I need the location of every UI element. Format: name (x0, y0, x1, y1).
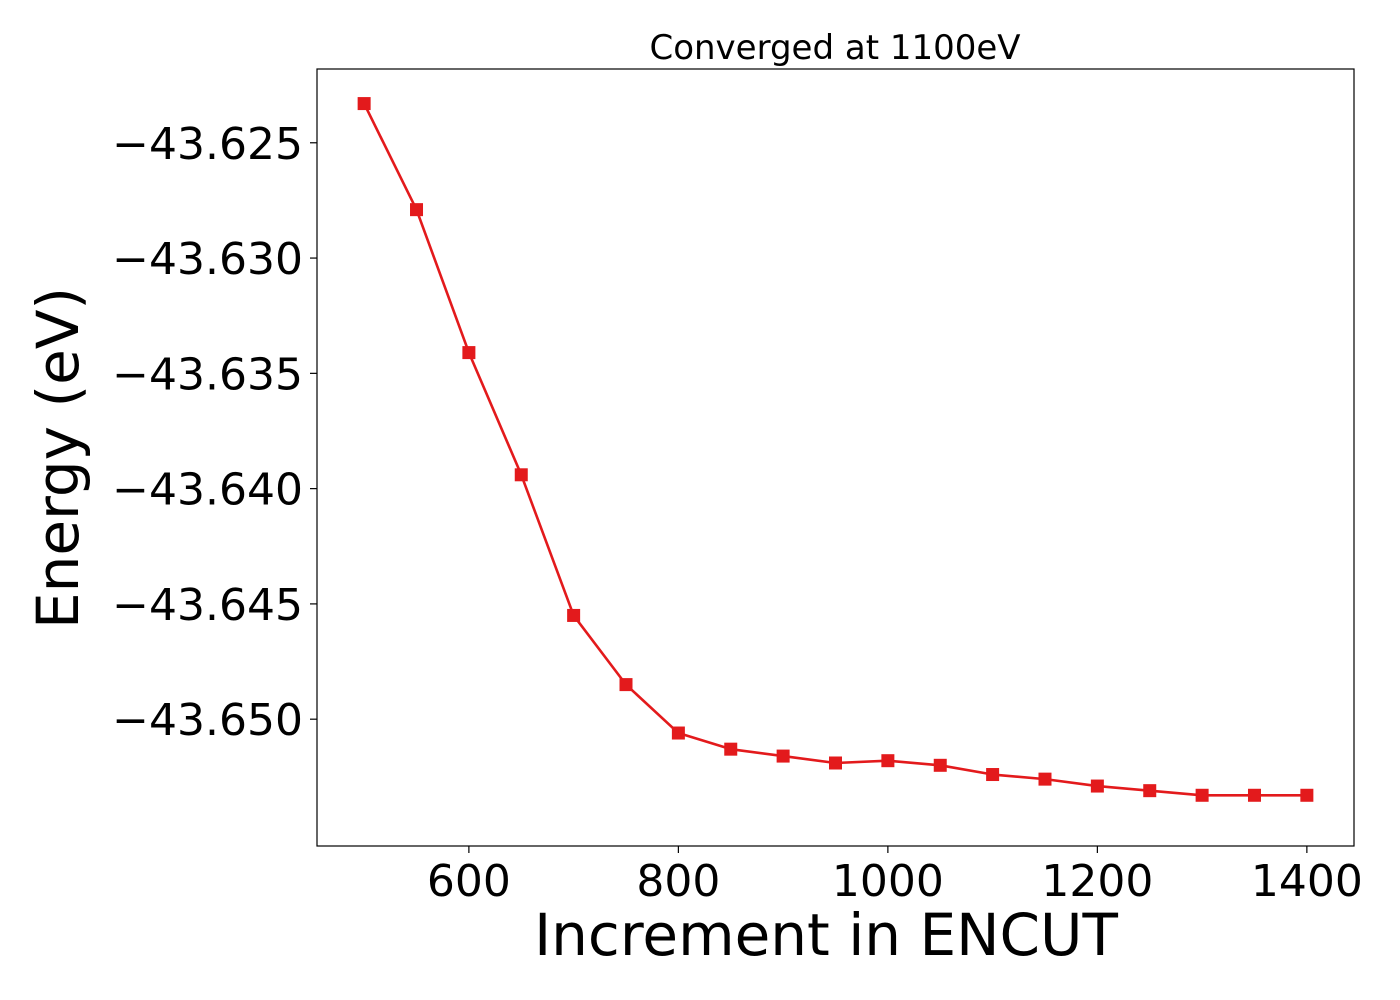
data-point-marker (933, 758, 947, 772)
x-axis: 600 800 1000 1200 1400 (427, 846, 1363, 907)
data-point-marker (1195, 788, 1209, 802)
y-tick-label: −43.650 (112, 695, 303, 746)
data-point-marker (776, 749, 790, 763)
data-point-marker (1090, 779, 1104, 793)
x-axis-title: Increment in ENCUT (534, 901, 1118, 969)
y-axis-title: Energy (eV) (24, 287, 92, 629)
y-tick-label: −43.630 (112, 234, 303, 285)
data-point-marker (1038, 772, 1052, 786)
y-tick-label: −43.635 (112, 349, 303, 400)
data-point-marker (829, 756, 842, 770)
x-tick-label: 800 (636, 856, 720, 907)
data-point-marker (619, 678, 633, 692)
x-tick-label: 1400 (1251, 856, 1363, 907)
x-tick-label: 1000 (832, 856, 944, 907)
data-point-marker (1247, 788, 1261, 802)
plot-frame (316, 68, 1355, 847)
plot-area (357, 97, 1314, 802)
data-point-marker (1300, 788, 1314, 802)
data-point-marker (357, 97, 371, 111)
x-tick-label: 1200 (1041, 856, 1153, 907)
data-point-marker (724, 742, 738, 756)
data-point-marker (514, 468, 528, 482)
y-tick-label: −43.625 (112, 119, 303, 170)
chart-title: Converged at 1100eV (649, 28, 1020, 68)
data-point-marker (567, 608, 581, 622)
x-tick-label: 600 (427, 856, 511, 907)
data-point-marker (671, 726, 685, 740)
y-tick-label: −43.645 (112, 580, 303, 631)
data-point-marker (462, 346, 476, 360)
series-line (362, 103, 1307, 797)
data-point-marker (986, 768, 1000, 782)
y-tick-label: −43.640 (112, 465, 303, 516)
data-point-marker (881, 754, 895, 768)
data-point-marker (410, 203, 424, 217)
y-axis: −43.625 −43.630 −43.635 −43.640 −43.645 −43.6… (112, 119, 317, 746)
data-point-marker (1143, 784, 1157, 798)
